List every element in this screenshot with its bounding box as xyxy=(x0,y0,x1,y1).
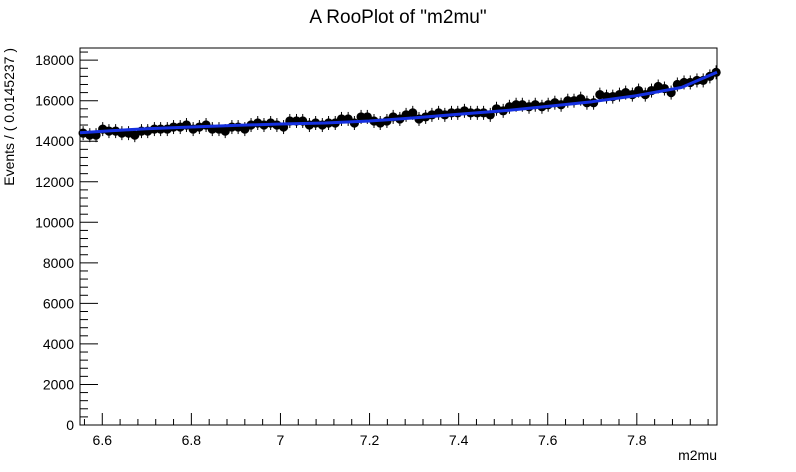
data-layer xyxy=(78,65,721,143)
y-tick-label: 2000 xyxy=(43,376,74,392)
y-tick-label: 12000 xyxy=(35,174,74,190)
y-tick-label: 4000 xyxy=(43,336,74,352)
x-tick-label: 6.8 xyxy=(182,432,202,448)
x-tick-label: 7.6 xyxy=(538,432,558,448)
y-tick-label: 18000 xyxy=(35,52,74,68)
x-tick-label: 7.4 xyxy=(449,432,469,448)
y-tick-label: 14000 xyxy=(35,133,74,149)
data-point xyxy=(220,126,230,136)
y-axis-title: Events / ( 0.0145237 ) xyxy=(1,48,17,186)
y-tick-label: 6000 xyxy=(43,295,74,311)
fit-curve xyxy=(79,70,718,135)
y-axis: 0 2000 4000 6000 8000 10000 12000 14000 16000 180… xyxy=(35,51,98,433)
x-axis-title: m2mu xyxy=(678,447,717,463)
chart-title: A RooPlot of "m2mu" xyxy=(309,7,486,28)
y-tick-label: 0 xyxy=(66,417,74,433)
x-axis: 6.6 6.8 7 7.2 7.4 7.6 7.8 xyxy=(83,413,709,448)
data-point xyxy=(130,130,140,140)
data-point xyxy=(362,112,372,122)
x-tick-label: 7 xyxy=(277,432,285,448)
x-tick-label: 6.6 xyxy=(93,432,113,448)
y-tick-label: 10000 xyxy=(35,214,74,230)
plot-frame xyxy=(79,47,718,426)
data-point xyxy=(408,108,418,118)
x-tick-label: 7.8 xyxy=(627,432,647,448)
data-point xyxy=(634,85,644,96)
y-tick-label: 16000 xyxy=(35,93,74,109)
y-tick-label: 8000 xyxy=(43,255,74,271)
x-tick-label: 7.2 xyxy=(360,432,380,448)
